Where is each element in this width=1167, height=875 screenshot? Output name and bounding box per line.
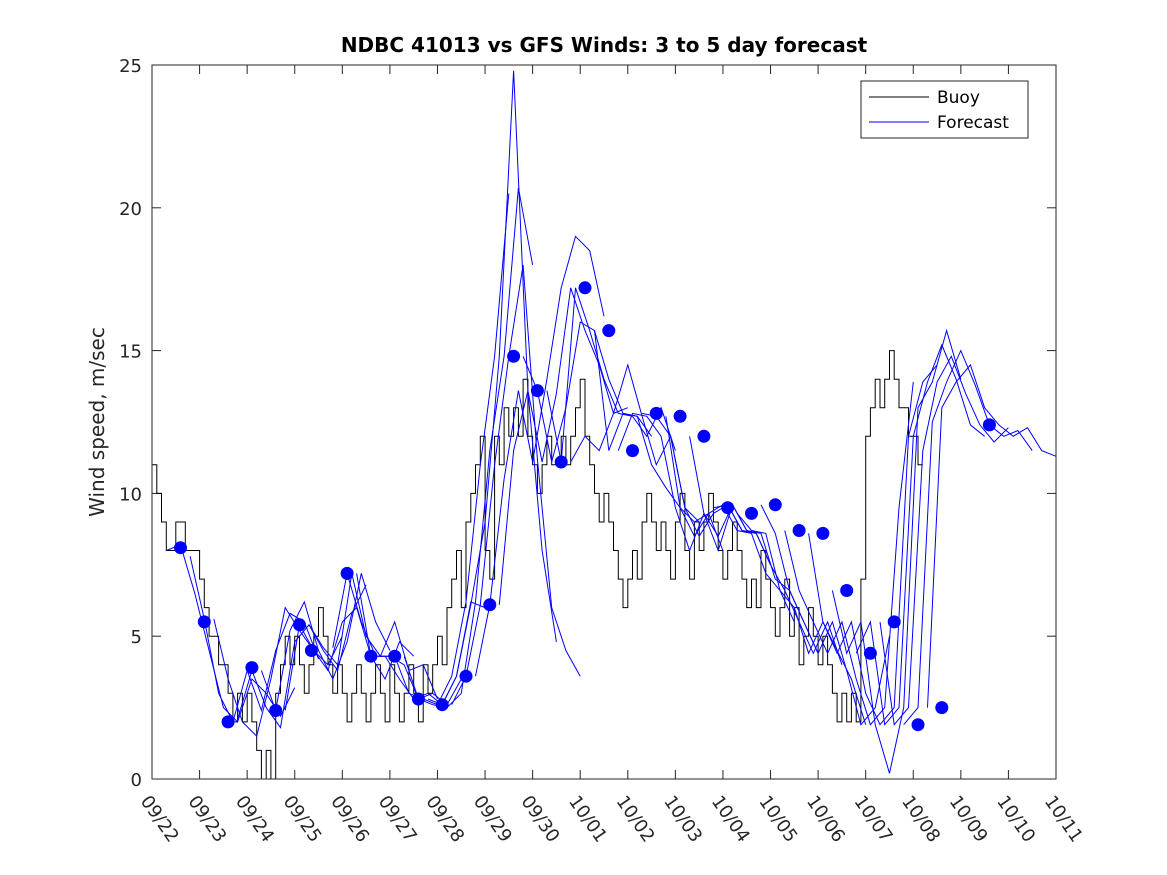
forecast-point [721, 501, 735, 515]
forecast-point [673, 409, 687, 423]
x-tick-label: 09/27 [374, 792, 421, 847]
forecast-line [784, 381, 914, 726]
forecast-line [403, 187, 534, 709]
x-tick-label: 09/30 [517, 792, 564, 847]
x-tick-label: 09/29 [469, 792, 516, 847]
y-axis-label: Wind speed, m/sec [85, 327, 109, 517]
x-tick-label: 10/07 [850, 792, 897, 847]
forecast-point [911, 718, 925, 732]
forecast-point [340, 566, 354, 580]
forecast-line [879, 355, 1009, 726]
forecast-series [166, 70, 1057, 774]
legend-buoy-label: Buoy [937, 88, 980, 108]
forecast-point [459, 669, 473, 683]
x-tick-label: 10/08 [897, 792, 944, 847]
forecast-line [308, 573, 438, 700]
y-tick-label: 0 [131, 770, 142, 791]
x-tick-label: 10/09 [945, 792, 992, 847]
forecast-line [736, 513, 867, 725]
verification-points [174, 281, 996, 732]
forecast-line [665, 416, 795, 623]
forecast-line [213, 606, 343, 738]
plot-frame [151, 64, 1057, 780]
x-tick-label: 10/10 [992, 792, 1039, 847]
plot-area [152, 65, 1056, 779]
forecast-line [380, 193, 510, 706]
forecast-point [554, 455, 568, 469]
forecast-point [221, 715, 235, 729]
forecast-line [831, 328, 962, 774]
x-tick-label: 10/11 [1040, 792, 1087, 847]
forecast-point [269, 704, 283, 717]
forecast-line [546, 287, 676, 463]
forecast-point [840, 584, 854, 597]
x-tick-label: 10/04 [707, 792, 754, 847]
forecast-point [483, 598, 497, 612]
forecast-line [617, 412, 748, 552]
forecast-line [451, 264, 581, 705]
forecast-point [887, 615, 901, 629]
forecast-point [935, 701, 949, 715]
forecast-point [197, 615, 211, 629]
x-tick-label: 09/22 [136, 792, 183, 847]
forecast-line [237, 584, 367, 729]
forecast-point [697, 429, 711, 443]
forecast-point [982, 418, 996, 432]
forecast-line [475, 235, 605, 677]
forecast-point [388, 649, 402, 663]
legend: Buoy Forecast [860, 80, 1029, 139]
y-tick-label: 25 [119, 56, 142, 77]
x-tick-label: 10/02 [612, 792, 659, 847]
x-tick-label: 09/25 [279, 792, 326, 847]
forecast-point [530, 384, 544, 398]
forecast-point [435, 698, 449, 712]
forecast-point [304, 644, 318, 657]
forecast-point [626, 444, 639, 458]
x-tick-label: 10/03 [659, 792, 706, 847]
forecast-line [498, 287, 628, 605]
forecast-point [174, 541, 187, 555]
y-tick-label: 10 [119, 484, 142, 505]
x-tick-label: 09/26 [326, 792, 373, 847]
chart-title: NDBC 41013 vs GFS Winds: 3 to 5 day fore… [341, 33, 868, 57]
forecast-point [245, 661, 259, 675]
forecast-point [507, 349, 521, 363]
forecast-line [855, 343, 985, 726]
forecast-point [411, 692, 425, 706]
x-tick-label: 09/28 [421, 792, 468, 847]
forecast-line [427, 70, 557, 706]
x-tick-label: 10/05 [754, 792, 801, 847]
forecast-point [768, 498, 782, 512]
y-tick-label: 15 [119, 342, 142, 363]
forecast-point [863, 646, 877, 660]
legend-box [860, 80, 1029, 139]
y-tick-label: 5 [131, 627, 142, 648]
x-tick-label: 09/23 [183, 792, 230, 847]
forecast-point [816, 526, 830, 540]
forecast-point [364, 649, 378, 663]
forecast-line [927, 363, 1057, 708]
forecast-point [792, 524, 806, 537]
forecast-line [189, 556, 319, 724]
forecast-point [293, 618, 306, 632]
forecast-line [594, 330, 724, 551]
x-tick-label: 10/06 [802, 792, 849, 847]
forecast-line [260, 573, 391, 713]
x-tick-label: 09/24 [231, 792, 278, 847]
x-tick-label: 10/01 [564, 792, 611, 847]
forecast-point [745, 506, 758, 520]
y-tick-label: 20 [119, 199, 142, 220]
legend-forecast-label: Forecast [937, 113, 1009, 133]
forecast-point [602, 324, 616, 338]
forecast-point [578, 281, 592, 295]
forecast-point [649, 406, 663, 420]
